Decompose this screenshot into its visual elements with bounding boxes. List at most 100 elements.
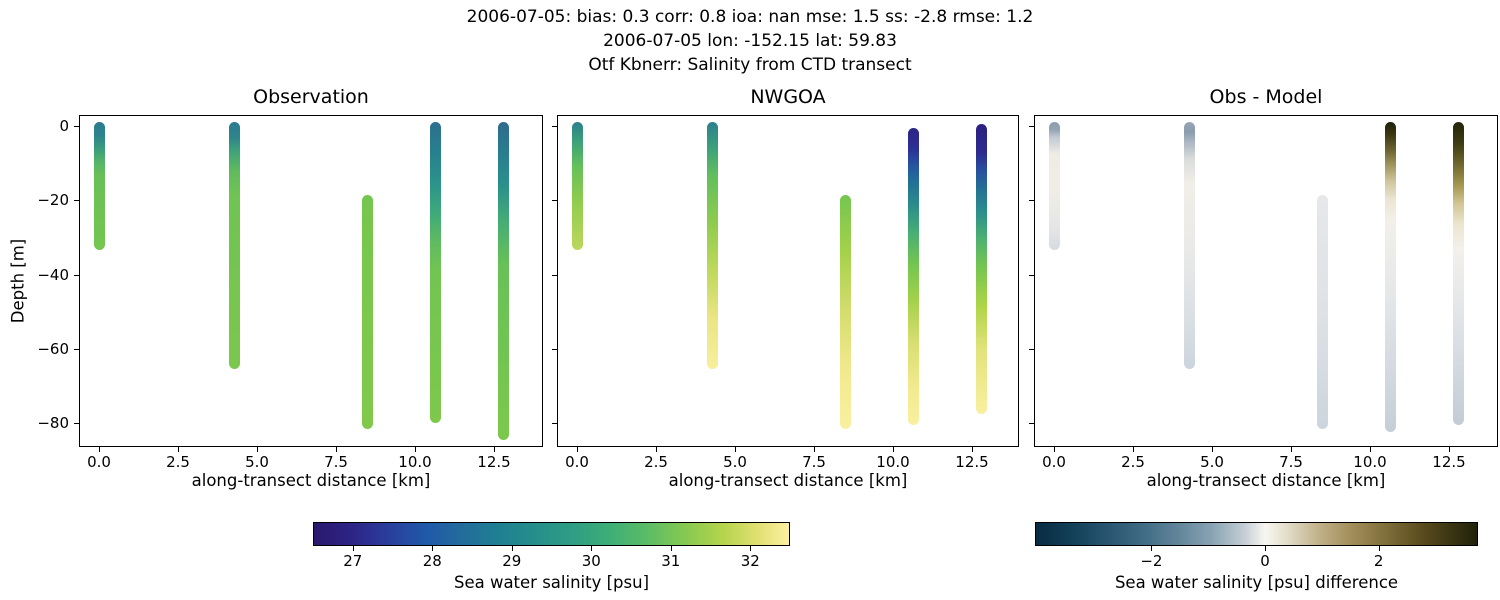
profile-column xyxy=(1452,122,1464,425)
y-tick xyxy=(1029,274,1034,276)
y-tick-label: −20 xyxy=(37,191,69,210)
y-tick-label: 0 xyxy=(59,117,69,135)
y-tick xyxy=(1029,423,1034,424)
panel-title-1: Observation xyxy=(253,86,369,108)
y-tick xyxy=(552,200,557,202)
x-tick xyxy=(577,447,578,452)
y-tick xyxy=(74,423,79,424)
profile-column xyxy=(497,122,509,440)
y-tick xyxy=(1029,126,1034,127)
x-tick-label: 7.5 xyxy=(802,453,826,471)
colorbar-tick xyxy=(591,546,593,551)
y-tick xyxy=(552,274,557,276)
profile-column xyxy=(707,122,719,370)
y-tick xyxy=(1029,200,1034,202)
x-tick xyxy=(814,447,815,452)
x-tick xyxy=(656,447,657,452)
profile-column xyxy=(1184,122,1196,370)
x-axis-label-1: along-transect distance [km] xyxy=(191,471,431,490)
x-tick-label: 7.5 xyxy=(324,453,348,471)
x-tick-label: 0.0 xyxy=(1042,453,1066,471)
x-tick-label: 10.0 xyxy=(398,453,432,471)
x-tick-label: 2.5 xyxy=(166,453,190,471)
colorbar-tick-label: 29 xyxy=(502,552,522,570)
y-tick xyxy=(74,126,79,127)
colorbar-tick xyxy=(1151,546,1153,551)
colorbar-tick xyxy=(750,546,752,551)
profile-column xyxy=(975,124,987,414)
y-tick xyxy=(74,200,79,202)
x-tick xyxy=(1133,447,1134,452)
profile-column xyxy=(430,122,442,423)
colorbar-tick xyxy=(1378,546,1380,551)
colorbar-tick xyxy=(432,546,434,551)
x-axis-label-3: along-transect distance [km] xyxy=(1146,471,1386,490)
x-tick-label: 0.0 xyxy=(565,453,589,471)
y-tick xyxy=(552,348,557,350)
colorbar-tick-label: 32 xyxy=(740,552,760,570)
colorbar-tick-label: 2 xyxy=(1373,552,1384,570)
y-axis-label: Depth [m] xyxy=(8,238,28,324)
profile-column xyxy=(93,122,105,251)
colorbar-tick-label: 0 xyxy=(1260,552,1270,570)
x-tick-label: 12.5 xyxy=(955,453,989,471)
colorbar-label-1: Sea water salinity [psu] xyxy=(453,573,650,592)
x-tick-label: 2.5 xyxy=(1121,453,1145,471)
plot-area-2 xyxy=(557,115,1019,447)
panel-title-3: Obs - Model xyxy=(1209,86,1323,108)
y-tick-label: −60 xyxy=(37,339,69,358)
profile-column xyxy=(362,194,374,429)
x-tick xyxy=(1054,447,1055,452)
y-tick xyxy=(552,423,557,424)
x-tick-label: 7.5 xyxy=(1279,453,1303,471)
plot-area-1 xyxy=(79,115,543,447)
x-tick xyxy=(735,447,736,452)
x-tick xyxy=(415,447,416,452)
x-axis-label-2: along-transect distance [km] xyxy=(668,471,908,490)
profile-column xyxy=(1048,122,1060,251)
x-tick xyxy=(257,447,258,452)
x-tick-label: 5.0 xyxy=(1200,453,1224,471)
x-tick-label: 12.5 xyxy=(1432,453,1466,471)
x-tick-label: 2.5 xyxy=(644,453,668,471)
x-tick xyxy=(1291,447,1292,452)
colorbar-tick xyxy=(511,546,513,551)
x-tick-label: 10.0 xyxy=(876,453,910,471)
x-tick-label: 12.5 xyxy=(477,453,511,471)
colorbar-tick xyxy=(670,546,672,551)
y-tick-label: −80 xyxy=(37,414,69,432)
x-tick xyxy=(336,447,337,452)
x-tick xyxy=(1449,447,1450,452)
location-title: 2006-07-05 lon: -152.15 lat: 59.83 xyxy=(603,31,897,51)
colorbar-1 xyxy=(313,522,790,546)
x-tick xyxy=(1212,447,1213,452)
x-tick-label: 5.0 xyxy=(723,453,747,471)
x-tick-label: 0.0 xyxy=(87,453,111,471)
stats-title: 2006-07-05: bias: 0.3 corr: 0.8 ioa: nan… xyxy=(466,7,1034,27)
colorbar-tick xyxy=(352,546,354,551)
plot-area-3 xyxy=(1034,115,1498,447)
y-tick xyxy=(74,348,79,350)
profile-column xyxy=(229,122,241,370)
colorbar-tick-label: 27 xyxy=(343,552,363,570)
x-tick xyxy=(178,447,179,452)
colorbar-label-2: Sea water salinity [psu] difference xyxy=(1114,573,1399,592)
colorbar-2 xyxy=(1035,522,1478,546)
colorbar-tick-label: −2 xyxy=(1140,552,1163,570)
y-tick-label: −40 xyxy=(37,265,69,284)
y-tick xyxy=(74,274,79,276)
x-tick-label: 10.0 xyxy=(1353,453,1387,471)
x-tick xyxy=(99,447,100,452)
profile-column xyxy=(908,127,920,425)
colorbar-tick-label: 28 xyxy=(422,552,442,570)
profile-column xyxy=(1317,194,1329,429)
x-tick-label: 5.0 xyxy=(245,453,269,471)
profile-column xyxy=(1385,122,1397,433)
profile-column xyxy=(571,122,583,251)
colorbar-tick-label: 30 xyxy=(581,552,601,570)
x-tick xyxy=(1370,447,1371,452)
dataset-title: Otf Kbnerr: Salinity from CTD transect xyxy=(588,55,912,75)
colorbar-tick xyxy=(1265,546,1267,551)
y-tick xyxy=(1029,348,1034,350)
